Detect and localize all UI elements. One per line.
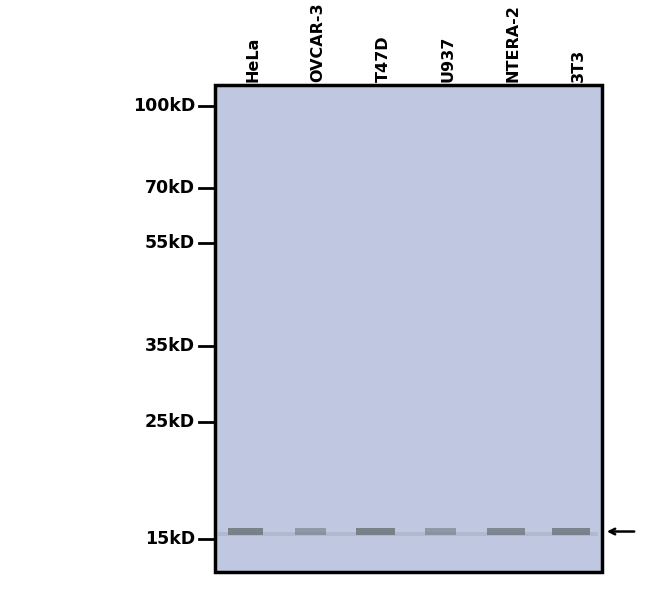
Text: 25kD: 25kD xyxy=(145,413,195,432)
Text: 3T3: 3T3 xyxy=(571,49,586,82)
Bar xyxy=(487,528,525,535)
Bar xyxy=(425,528,456,535)
Text: T47D: T47D xyxy=(376,35,391,82)
Bar xyxy=(218,532,598,535)
Text: 55kD: 55kD xyxy=(145,234,195,252)
Text: 100kD: 100kD xyxy=(133,97,195,115)
Text: 35kD: 35kD xyxy=(145,337,195,355)
Bar xyxy=(552,528,590,535)
Text: NTERA-2: NTERA-2 xyxy=(506,4,521,82)
Bar xyxy=(295,528,326,535)
Bar xyxy=(228,528,263,535)
Text: OVCAR-3: OVCAR-3 xyxy=(311,2,326,82)
Text: 15kD: 15kD xyxy=(145,530,195,548)
Text: 70kD: 70kD xyxy=(145,178,195,197)
Text: U937: U937 xyxy=(441,35,456,82)
Bar xyxy=(356,528,395,535)
Text: HeLa: HeLa xyxy=(246,37,261,82)
Bar xyxy=(214,85,602,572)
